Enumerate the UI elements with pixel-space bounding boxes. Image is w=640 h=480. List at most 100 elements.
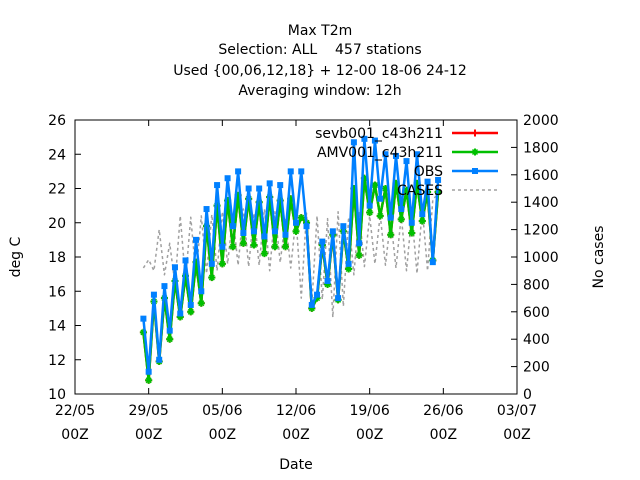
y-tick-label: 14 <box>48 319 66 335</box>
plot-frame <box>74 119 518 395</box>
legend-marker <box>472 168 478 174</box>
x-tick-time-label: 00Z <box>135 427 162 443</box>
data-point-obs <box>387 214 394 221</box>
marker-square <box>429 259 436 266</box>
x-tick-date-label: 03/07 <box>497 403 537 419</box>
marker-d2 <box>419 218 426 225</box>
marker-d2 <box>471 148 479 156</box>
marker-square <box>424 178 431 185</box>
data-point-obs <box>177 310 184 317</box>
title-line-4: Averaging window: 12h <box>238 83 401 99</box>
data-point-obs <box>340 223 347 230</box>
y2-tick-label: 1800 <box>523 140 559 156</box>
data-point-obs <box>214 182 221 189</box>
x-tick-date-label: 19/06 <box>349 403 389 419</box>
data-point-amv001-c43h211 <box>371 181 379 189</box>
marker-d2 <box>377 212 384 219</box>
data-point-obs <box>193 236 200 243</box>
marker-d2 <box>261 250 268 257</box>
data-point-amv001-c43h211 <box>281 243 289 251</box>
marker-square <box>235 168 242 175</box>
data-point-obs <box>429 259 436 266</box>
marker-square <box>319 238 326 245</box>
y-tick-label: 16 <box>48 284 66 300</box>
legend-entry-obs: OBS <box>414 164 498 180</box>
data-point-obs <box>377 195 384 202</box>
marker-square <box>145 368 152 375</box>
marker-square <box>472 168 478 174</box>
data-point-obs <box>208 260 215 267</box>
marker-square <box>198 288 205 295</box>
legend-label: CASES <box>397 183 443 199</box>
marker-square <box>193 236 200 243</box>
marker-square <box>271 228 278 235</box>
marker-square <box>266 180 273 187</box>
marker-square <box>187 301 194 308</box>
data-point-amv001-c43h211 <box>187 308 195 316</box>
marker-square <box>308 301 315 308</box>
marker-square <box>140 315 147 322</box>
marker-square <box>408 219 415 226</box>
data-point-obs <box>371 137 378 144</box>
marker-d2 <box>292 228 300 235</box>
marker-d2 <box>240 240 247 247</box>
marker-square <box>208 260 215 267</box>
data-point-amv001-c43h211 <box>408 229 416 237</box>
marker-square <box>203 206 210 213</box>
marker-square <box>350 139 357 146</box>
data-point-obs <box>166 327 173 334</box>
data-point-amv001-c43h211 <box>387 231 395 239</box>
data-point-obs <box>250 228 257 235</box>
data-point-obs <box>287 168 294 175</box>
marker-d2 <box>219 260 226 267</box>
data-point-obs <box>203 206 210 213</box>
data-point-obs <box>350 139 357 146</box>
data-point-amv001-c43h211 <box>297 214 305 222</box>
marker-square <box>377 195 384 202</box>
legend-label: sevb001_c43h211 <box>315 126 443 142</box>
marker-square <box>250 228 257 235</box>
data-point-obs <box>324 277 331 284</box>
y-tick-label: 22 <box>48 182 66 198</box>
title-line-3: Used {00,06,12,18} + 12-00 18-06 24-12 <box>173 63 467 79</box>
marker-d2 <box>208 274 215 281</box>
series-obs <box>140 135 442 375</box>
data-point-obs <box>361 135 368 142</box>
y2-tick-label: 1600 <box>523 168 559 184</box>
data-point-amv001-c43h211 <box>271 243 279 251</box>
data-point-obs <box>308 301 315 308</box>
marker-d2 <box>298 214 305 221</box>
marker-square <box>340 223 347 230</box>
marker-square <box>392 152 399 159</box>
series-line-cases <box>142 193 439 319</box>
legend-entry-cases: CASES <box>397 183 498 199</box>
marker-square <box>387 214 394 221</box>
marker-d2 <box>198 300 205 307</box>
data-point-obs <box>198 288 205 295</box>
marker-square <box>382 151 389 158</box>
x-tick-time-label: 00Z <box>282 427 309 443</box>
marker-square <box>150 291 157 298</box>
y-tick-label: 26 <box>48 113 66 129</box>
y-tick-label: 18 <box>48 250 66 266</box>
data-point-obs <box>366 202 373 209</box>
data-point-obs <box>240 230 247 237</box>
marker-square <box>293 219 299 226</box>
legend: sevb001_c43h211 AMV001_c43h211 OBS CASES <box>315 126 498 199</box>
marker-square <box>256 185 263 192</box>
data-point-obs <box>382 151 389 158</box>
data-point-obs <box>329 228 336 235</box>
y2-tick-label: 1200 <box>523 223 559 239</box>
data-point-obs <box>335 295 342 302</box>
data-point-obs <box>403 158 410 165</box>
marker-square <box>403 158 410 165</box>
marker-square <box>245 185 252 192</box>
data-point-obs <box>245 185 252 192</box>
marker-d2 <box>345 265 352 273</box>
data-point-amv001-c43h211 <box>218 260 226 268</box>
data-point-obs <box>345 260 352 267</box>
marker-square <box>414 151 421 158</box>
marker-d2 <box>371 182 378 189</box>
marker-d2 <box>282 243 289 250</box>
